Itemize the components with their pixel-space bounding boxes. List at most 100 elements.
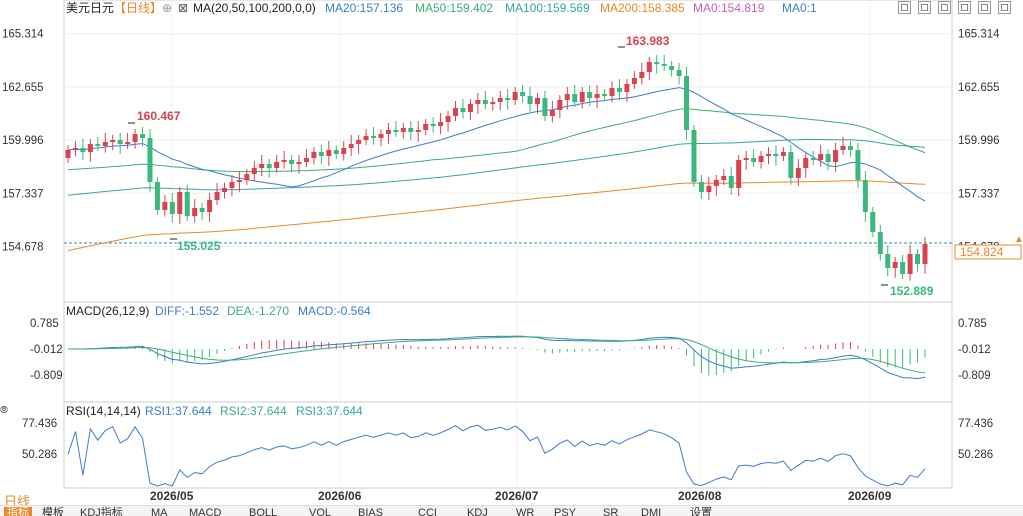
ma0-value-2: MA0:1 [782,1,817,15]
candle-body [907,254,913,274]
candle-body [639,72,645,78]
candle-body [281,160,287,162]
candle-body [147,138,153,182]
candle-body [453,108,459,116]
candle-body [296,162,302,164]
x-tick: 2026/09 [848,489,892,503]
candle-body [445,116,451,122]
candle-body [408,128,414,132]
indicator-tab[interactable]: CCI [418,507,437,516]
indicator-tab[interactable]: BOLL [249,507,278,516]
current-price-label: 154.824 [960,245,1004,259]
macd-tick-left: -0.012 [30,344,63,356]
toolbar-fullscreen-icon[interactable] [998,1,1011,14]
indicator-tab[interactable]: WR [516,507,535,516]
rsi-tick-left: 77.436 [22,418,57,430]
price-tick-left: 165.314 [2,29,44,41]
candle-body [542,98,548,116]
rsi3-value: RSI3:37.644 [296,404,363,418]
macd-tick-left: 0.785 [30,318,59,330]
indicator-tab[interactable]: KDJ [467,507,488,516]
candle-body [684,76,690,130]
indicator-tab[interactable]: SR [603,507,619,516]
candle-body [915,254,921,264]
candle-body [266,164,272,168]
candle-body [676,70,682,76]
candle-body [758,156,764,162]
ma-params: MA(20,50,100,200,0,0) [193,1,316,15]
candle-body [251,168,257,174]
price-tick-right: 165.314 [958,29,1000,41]
rsi-crosshair-icon[interactable]: ⦾ [0,405,8,416]
candle-body [788,152,794,178]
candle-body [333,150,339,154]
macd-tick-right: -0.809 [958,370,991,382]
macd-dea-line [68,336,926,374]
period-tag[interactable]: 【日线】 [114,1,162,15]
candle-body [751,158,757,162]
candle-body [549,110,555,116]
ma50-value: MA50:159.402 [415,1,493,15]
candle-body [318,152,324,156]
candle-body [303,158,309,162]
toolbar-split-icon[interactable] [938,1,951,14]
toolbar-layout-icon[interactable] [918,1,931,14]
indicator-tab[interactable]: 指标 [4,507,32,516]
macd-tick-right: -0.012 [958,344,991,356]
candle-body [482,100,488,104]
macd-axis: 0.785 0.785 -0.012 -0.012 -0.809 -0.809 [30,318,991,382]
candle-body [65,150,71,158]
x-tick: 2026/05 [150,489,194,503]
indicator-tab[interactable]: DMI [641,507,662,516]
toolbar-window-icon[interactable] [958,1,971,14]
candle-body [616,88,622,92]
symbol-title: 美元日元 [66,1,114,15]
candle-body [229,182,235,188]
candle-body [766,154,772,156]
candle-body [587,92,593,98]
candle-body [773,154,779,156]
candle-body [743,158,749,160]
indicator-tab[interactable]: MACD [189,507,222,516]
candle-body [795,168,801,178]
candle-body [102,142,108,146]
candle-body [289,160,295,164]
ma100-value: MA100:159.569 [505,1,590,15]
candle-body [609,88,615,96]
candle-body [207,200,213,212]
indicator-tab[interactable]: KDJ指标 [80,507,123,516]
candle-body [154,182,160,210]
settings-icon[interactable]: ⊕ [162,1,172,15]
indicator-tab[interactable]: 设置 [690,507,712,516]
indicator-tab[interactable]: MA [151,507,168,516]
candle-body [356,140,362,144]
indicator-tab[interactable]: BIAS [358,507,384,516]
candle-body [892,262,898,268]
candle-body [214,192,220,200]
macd-value: MACD:-0.564 [298,304,371,318]
candle-body [512,92,518,100]
indicator-tab[interactable]: PSY [554,507,577,516]
toolbar-grid-icon[interactable] [898,1,911,14]
rsi1-value: RSI1:37.644 [145,404,212,418]
candle-body [438,122,444,126]
price-tick-left: 159.996 [2,135,44,147]
macd-dea: DEA:-1.270 [227,304,289,318]
candle-body [274,162,280,168]
candle-body [870,212,876,232]
ma-icon[interactable]: ⊠ [178,1,188,15]
x-axis: 2026/05 2026/06 2026/07 2026/08 2026/09 [150,489,892,503]
price-axis-left: 165.314 162.655 159.996 157.337 154.678 [2,29,44,254]
ma20-line [67,87,926,202]
indicator-tab[interactable]: VOL [309,507,332,516]
candle-body [579,92,585,102]
price-tick-right: 162.655 [958,82,1000,94]
candle-body [132,134,138,142]
toolbar-compare-icon[interactable] [978,1,991,14]
candle-body [393,130,399,132]
indicator-tab[interactable]: 模板 [42,507,64,516]
chart-grid [63,0,953,489]
candle-body [877,232,883,254]
price-tick-left: 154.678 [2,241,44,253]
